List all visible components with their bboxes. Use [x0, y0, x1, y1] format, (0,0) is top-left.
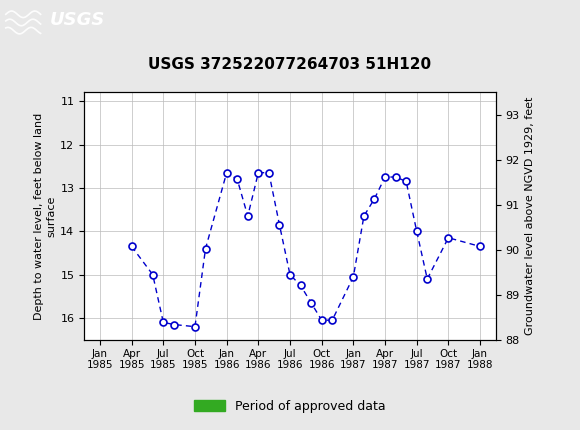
Legend: Period of approved data: Period of approved data: [189, 395, 391, 418]
Text: USGS: USGS: [49, 12, 104, 29]
Y-axis label: Depth to water level, feet below land
surface: Depth to water level, feet below land su…: [34, 113, 56, 319]
Y-axis label: Groundwater level above NGVD 1929, feet: Groundwater level above NGVD 1929, feet: [525, 97, 535, 335]
Text: USGS 372522077264703 51H120: USGS 372522077264703 51H120: [148, 57, 432, 72]
